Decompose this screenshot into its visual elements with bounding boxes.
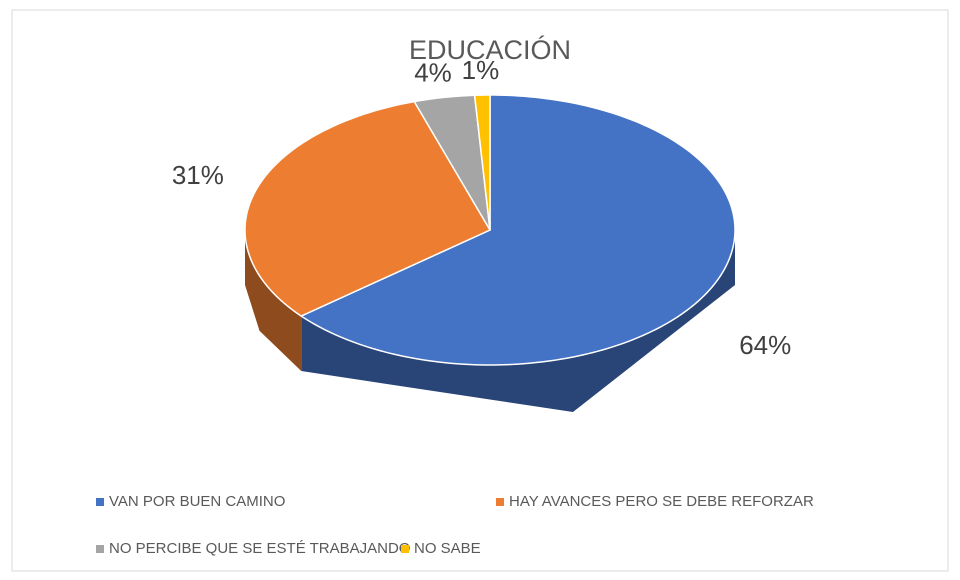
legend-label: HAY AVANCES PERO SE DEBE REFORZAR	[509, 493, 814, 510]
slice	[413, 94, 491, 231]
legend-swatch	[96, 545, 104, 553]
slice-side	[245, 230, 302, 372]
legend-label: NO SABE	[414, 540, 481, 557]
legend-label: VAN POR BUEN CAMINO	[109, 493, 285, 510]
legend-swatch	[496, 498, 504, 506]
slice	[299, 94, 736, 366]
data-label: 64%	[739, 330, 791, 360]
slice-side	[301, 230, 735, 413]
slice	[473, 94, 491, 231]
legend-swatch	[96, 498, 104, 506]
data-label: 31%	[172, 160, 224, 190]
slice	[244, 100, 492, 317]
data-label: 1%	[462, 55, 500, 85]
data-label: 4%	[414, 58, 452, 88]
chart-title: EDUCACIÓN	[409, 34, 571, 65]
legend-swatch	[401, 545, 409, 553]
legend-label: NO PERCIBE QUE SE ESTÉ TRABAJANDO	[109, 540, 410, 557]
